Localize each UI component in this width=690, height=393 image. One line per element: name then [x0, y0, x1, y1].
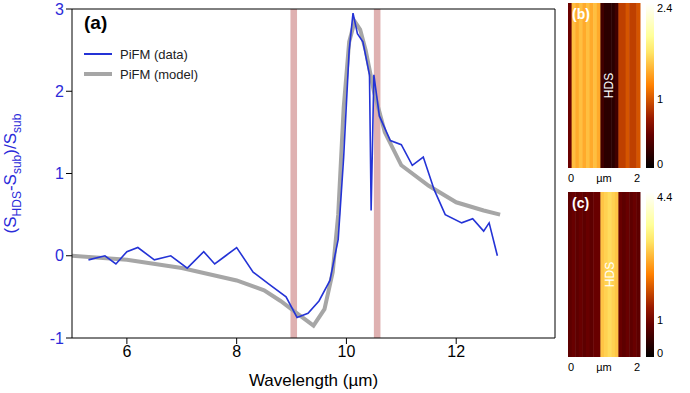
svg-text:HDS: HDS [603, 262, 617, 287]
svg-text:1: 1 [657, 93, 663, 105]
svg-text:3: 3 [55, 1, 64, 18]
html-text:PiFM (data): PiFM (data) [120, 46, 188, 62]
svg-text:HDS: HDS [602, 73, 616, 98]
html-text:PiFM (model): PiFM (model) [120, 66, 198, 82]
svg-text:Wavelength (µm): Wavelength (µm) [249, 371, 378, 390]
svg-text:2: 2 [634, 361, 640, 373]
svg-text:µm: µm [596, 172, 612, 184]
svg-text:4.4: 4.4 [657, 192, 672, 203]
svg-text:(b): (b) [572, 6, 590, 22]
svg-text:1: 1 [657, 314, 663, 326]
svg-text:(c): (c) [572, 195, 589, 211]
svg-text:0: 0 [657, 158, 663, 170]
svg-text:µm: µm [596, 361, 612, 373]
svg-text:0: 0 [568, 172, 574, 184]
svg-text:6: 6 [122, 343, 131, 360]
svg-text:0: 0 [657, 347, 663, 359]
svg-text:12: 12 [447, 343, 465, 360]
svg-text:(SHDS-Ssub)/Ssub: (SHDS-Ssub)/Ssub [1, 113, 24, 233]
svg-text:1: 1 [55, 165, 64, 182]
svg-text:2: 2 [634, 172, 640, 184]
svg-text:10: 10 [338, 343, 356, 360]
svg-text:-1: -1 [50, 330, 64, 347]
svg-text:2: 2 [55, 83, 64, 100]
html-text:(a): (a) [84, 12, 108, 33]
svg-text:0: 0 [55, 247, 64, 264]
svg-text:0: 0 [568, 361, 574, 373]
svg-text:8: 8 [232, 343, 241, 360]
svg-text:2.4: 2.4 [657, 3, 672, 14]
